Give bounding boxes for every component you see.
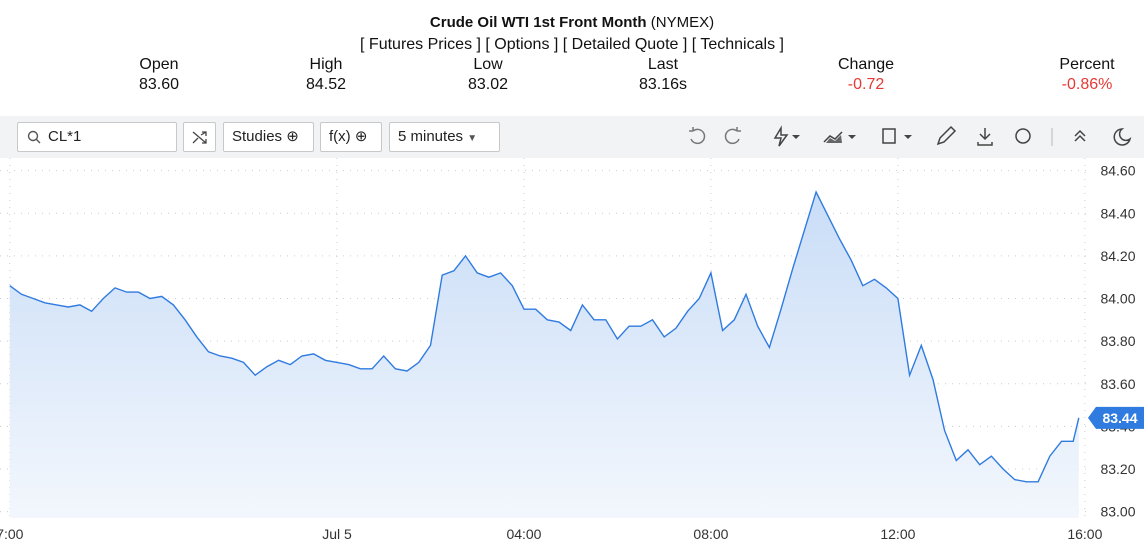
table-icon[interactable] [882, 128, 896, 144]
y-tick-label: 84.60 [1100, 163, 1135, 179]
price-badge [1088, 406, 1144, 429]
quote-value: 83.60 [138, 76, 180, 93]
compare-button[interactable] [183, 122, 216, 152]
undo-icon[interactable] [689, 127, 706, 145]
interval-select[interactable]: 5 minutes ▼ [389, 122, 500, 152]
quote-value: 84.52 [305, 76, 347, 93]
y-tick-label: 84.20 [1100, 248, 1135, 264]
download-icon[interactable] [977, 128, 993, 146]
price-badge-label: 83.44 [1102, 410, 1137, 426]
x-tick-label: 04:00 [506, 526, 541, 542]
quote-label: Low [473, 56, 503, 73]
quote-label: Change [837, 56, 895, 73]
interval-label: 5 minutes [398, 128, 464, 145]
fx-label: f(x) [329, 128, 351, 145]
quote-label: Last [647, 56, 679, 73]
x-tick-label: 7:00 [0, 526, 24, 542]
studies-button[interactable]: Studies ⊕ [223, 122, 314, 152]
y-tick-label: 84.40 [1100, 205, 1135, 221]
settings-icon[interactable] [1015, 128, 1031, 144]
quote-value: 83.16s [638, 76, 688, 93]
quote-label: Open [139, 56, 179, 73]
y-tick-label: 84.00 [1100, 291, 1135, 307]
title: Crude Oil WTI 1st Front Month [429, 14, 647, 31]
chart: 84.6084.4084.2084.0083.8083.6083.4083.20… [0, 158, 1144, 542]
search-icon [27, 130, 41, 144]
symbol-search[interactable]: CL*1 [17, 122, 177, 152]
x-tick-label: 08:00 [693, 526, 728, 542]
x-tick-label: 16:00 [1067, 526, 1102, 542]
title-line: Crude Oil WTI 1st Front Month (NYMEX) [430, 14, 714, 31]
link[interactable]: [ Detailed Quote ] [562, 36, 688, 53]
exchange: (NYMEX) [650, 14, 715, 31]
area-fill [9, 192, 1079, 518]
redo-icon[interactable] [724, 127, 741, 145]
collapse-icon[interactable] [1074, 129, 1086, 142]
toolbar-icons [689, 125, 1132, 147]
quote-value: 83.02 [467, 76, 509, 93]
quote-value: -0.86% [1061, 76, 1113, 93]
y-tick-label: 83.60 [1100, 376, 1135, 392]
links: [ Futures Prices ] [ Options ] [ Detaile… [360, 36, 784, 54]
fx-button[interactable]: f(x) ⊕ [320, 122, 382, 152]
link[interactable]: [ Options ] [485, 36, 559, 53]
x-tick-label: Jul 5 [322, 526, 352, 542]
pen-icon[interactable] [936, 125, 957, 146]
lightning-icon[interactable] [773, 125, 789, 147]
chart-type-icon[interactable] [823, 131, 843, 143]
studies-label: Studies [232, 128, 283, 145]
link[interactable]: [ Futures Prices ] [360, 36, 481, 53]
y-tick-label: 83.20 [1100, 461, 1135, 477]
x-tick-label: 12:00 [880, 526, 915, 542]
quote-label: Percent [1059, 56, 1115, 73]
price-line [9, 190, 1080, 483]
quote-value: -0.72 [847, 76, 885, 93]
toolbar: CL*1 Studies ⊕ f(x) ⊕ 5 minutes ▼ [0, 116, 1144, 158]
link[interactable]: [ Technicals ] [691, 36, 784, 53]
y-tick-label: 83.80 [1100, 333, 1135, 349]
theme-icon[interactable] [1113, 128, 1132, 146]
symbol: CL*1 [48, 128, 82, 145]
y-tick-label: 83.00 [1100, 504, 1135, 520]
quote-label: High [309, 56, 343, 73]
shuffle-icon [192, 131, 207, 144]
